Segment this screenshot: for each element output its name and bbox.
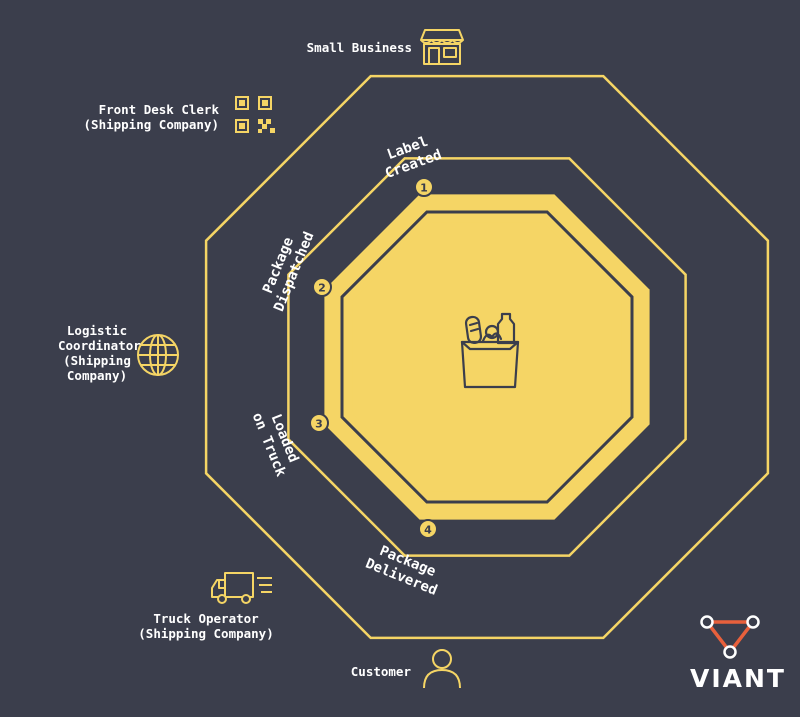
step-number-1: 1 — [420, 182, 428, 195]
actor-label-customer: Customer — [350, 664, 411, 679]
viant-triangle-logo-icon — [700, 615, 760, 659]
qr-code-icon — [235, 96, 275, 133]
actor-label-front-desk-clerk: Front Desk Clerk (Shipping Company) — [83, 102, 219, 132]
viant-logo-text: VIANT — [690, 664, 786, 693]
globe-icon — [137, 334, 179, 376]
storefront-icon — [420, 29, 464, 65]
step-number-3: 3 — [315, 418, 323, 431]
step-number-4: 4 — [424, 524, 432, 537]
inner-octagon-core — [352, 222, 622, 492]
middle-octagon-ring — [287, 157, 687, 557]
grocery-bag-icon — [460, 312, 520, 389]
step-label-1: Label Created — [383, 134, 444, 182]
step-number-2: 2 — [318, 282, 326, 295]
step-node-3: 3 — [309, 413, 329, 433]
person-icon — [423, 649, 461, 689]
step-label-2: Package Dispatched — [260, 230, 317, 314]
actor-label-truck-operator: Truck Operator (Shipping Company) — [138, 611, 274, 641]
outer-octagon-ring — [204, 74, 770, 640]
step-label-3: Loaded on Truck — [249, 410, 302, 479]
truck-icon — [211, 572, 272, 604]
inner-octagon-line — [340, 210, 634, 504]
actor-label-logistic-coordinator: Logistic Coordinator (Shipping Company) — [58, 323, 141, 383]
step-node-4: 4 — [418, 519, 438, 539]
step-node-1: 1 — [414, 177, 434, 197]
step-label-4: Package Delivered — [363, 543, 439, 599]
step-node-2: 2 — [312, 277, 332, 297]
actor-label-small-business: Small Business — [306, 40, 412, 55]
